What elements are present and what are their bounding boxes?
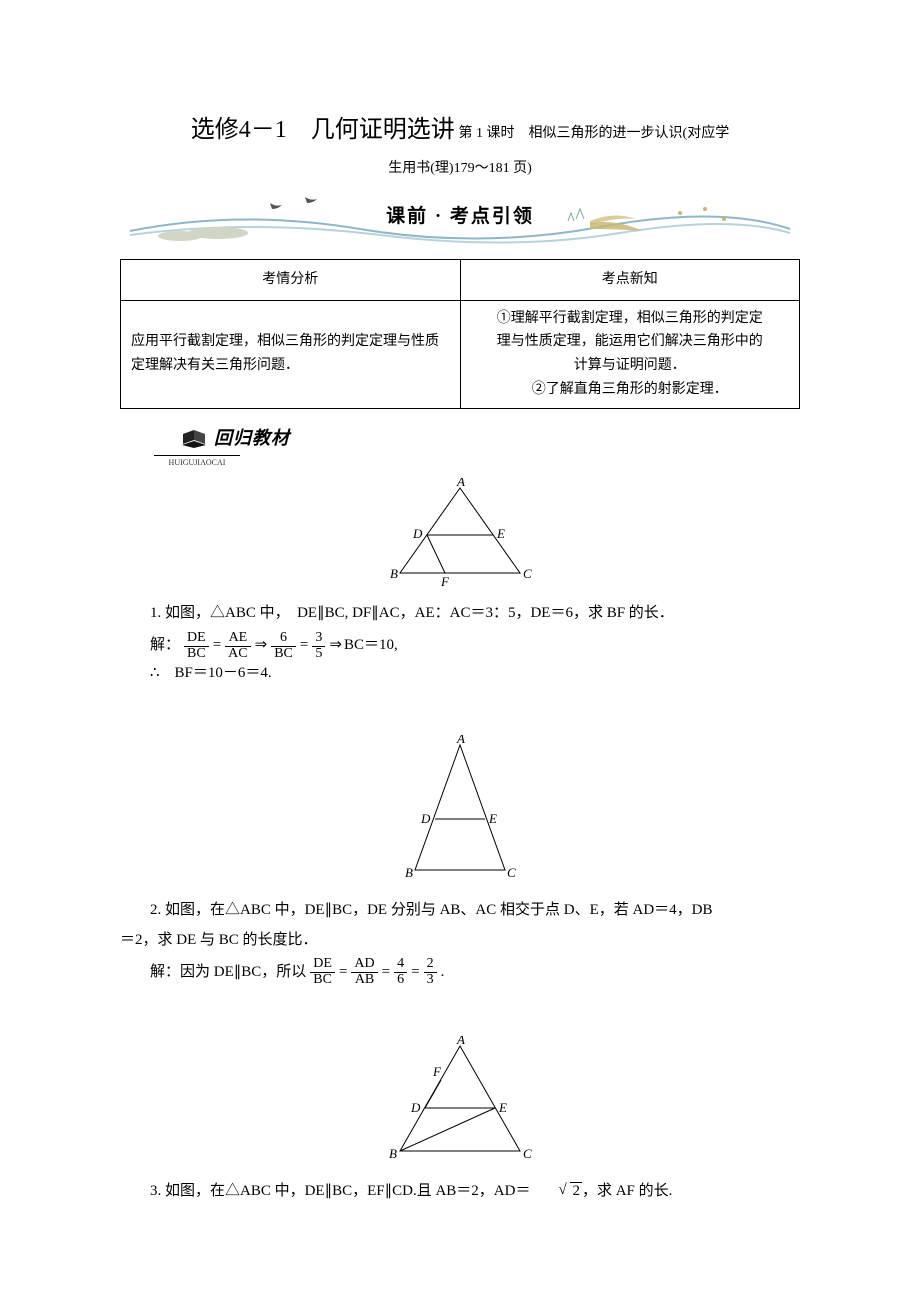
svg-text:C: C (523, 1146, 532, 1161)
svg-text:F: F (440, 574, 450, 588)
p3-text-a: 3. 如图，在△ABC 中，DE∥BC，EF∥CD.且 AB＝2，AD＝ (150, 1183, 530, 1199)
problem-2a: 2. 如图，在△ABC 中，DE∥BC，DE 分别与 AB、AC 相交于点 D、… (120, 898, 800, 924)
svg-text:D: D (420, 811, 431, 826)
spacer-2 (120, 988, 800, 1028)
section-pinyin: HUIGUJIAOCAI (154, 455, 240, 470)
svg-text:A: A (456, 1036, 465, 1047)
problem-1: 1. 如图，△ABC 中， DE∥BC, DF∥AC，AE：AC＝3：5，DE＝… (120, 601, 800, 627)
th-right: 考点新知 (460, 259, 800, 300)
sol-lead: 解： (150, 633, 180, 659)
p3-text-b: ，求 AF 的长. (582, 1183, 672, 1199)
figure-1: A B C D E F (120, 478, 800, 598)
svg-text:B: B (390, 566, 398, 581)
frac-5: DEBC (310, 957, 335, 987)
title-main: 选修4－1 几何证明选讲 (191, 117, 455, 143)
frac-1: DEBC (184, 631, 209, 661)
title-sub: 第 1 课时 相似三角形的进一步认识(对应学 (459, 126, 730, 141)
svg-text:D: D (412, 526, 423, 541)
banner: 课前 · 考点引领 (120, 189, 800, 249)
td-right: ①理解平行截割定理，相似三角形的判定定 理与性质定理，能运用它们解决三角形中的 … (460, 300, 800, 408)
svg-text:B: B (405, 865, 413, 880)
section-chip-wrap: 回归教材 HUIGUJIAOCAI (120, 423, 800, 470)
svg-text:E: E (496, 526, 505, 541)
svg-text:E: E (498, 1100, 507, 1115)
td-left: 应用平行截割定理，相似三角形的判定定理与性质定理解决有关三角形问题． (121, 300, 461, 408)
page-subtitle: 生用书(理)179～181 页) (120, 157, 800, 181)
banner-text: 课前 · 考点引领 (386, 201, 534, 233)
right-line-3: 计算与证明问题． (471, 354, 790, 378)
frac-6: ADAB (351, 957, 377, 987)
th-left: 考情分析 (121, 259, 461, 300)
right-line-1: ①理解平行截割定理，相似三角形的判定定 (471, 307, 790, 331)
svg-text:E: E (488, 811, 497, 826)
sqrt-icon: 2 (530, 1179, 582, 1205)
frac-3: 6BC (271, 631, 296, 661)
section-label: 回归教材 (214, 423, 290, 454)
outline-table: 考情分析 考点新知 应用平行截割定理，相似三角形的判定定理与性质定理解决有关三角… (120, 259, 800, 409)
right-line-4: ②了解直角三角形的射影定理． (471, 378, 790, 402)
frac-4: 35 (312, 631, 325, 661)
svg-text:C: C (507, 865, 516, 880)
frac-7: 46 (394, 957, 407, 987)
spacer (120, 687, 800, 727)
svg-text:C: C (523, 566, 532, 581)
svg-text:D: D (410, 1100, 421, 1115)
figure-2: A B C D E (120, 735, 800, 895)
right-line-2: 理与性质定理，能运用它们解决三角形中的 (471, 330, 790, 354)
figure-3: A B C D E F (120, 1036, 800, 1176)
solution-2: 解：因为 DE∥BC，所以 DEBC = ADAB = 46 = 23 . (120, 957, 800, 987)
frac-8: 23 (424, 957, 437, 987)
problem-2b: ＝2，求 DE 与 BC 的长度比． (120, 928, 800, 954)
book-icon (180, 426, 210, 450)
svg-text:B: B (389, 1146, 397, 1161)
problem-3: 3. 如图，在△ABC 中，DE∥BC，EF∥CD.且 AB＝2，AD＝2，求 … (120, 1179, 800, 1205)
page-title: 选修4－1 几何证明选讲 第 1 课时 相似三角形的进一步认识(对应学 (120, 110, 800, 151)
solution-1b: ∴ BF＝10－6＝4. (120, 661, 800, 687)
section-chip: 回归教材 (180, 423, 800, 454)
solution-1: 解： DEBC = AEAC ⇒ 6BC = 35 ⇒ BC＝10, (120, 631, 800, 661)
svg-text:A: A (456, 478, 465, 489)
svg-text:F: F (432, 1064, 442, 1079)
svg-text:A: A (456, 735, 465, 746)
frac-2: AEAC (225, 631, 250, 661)
